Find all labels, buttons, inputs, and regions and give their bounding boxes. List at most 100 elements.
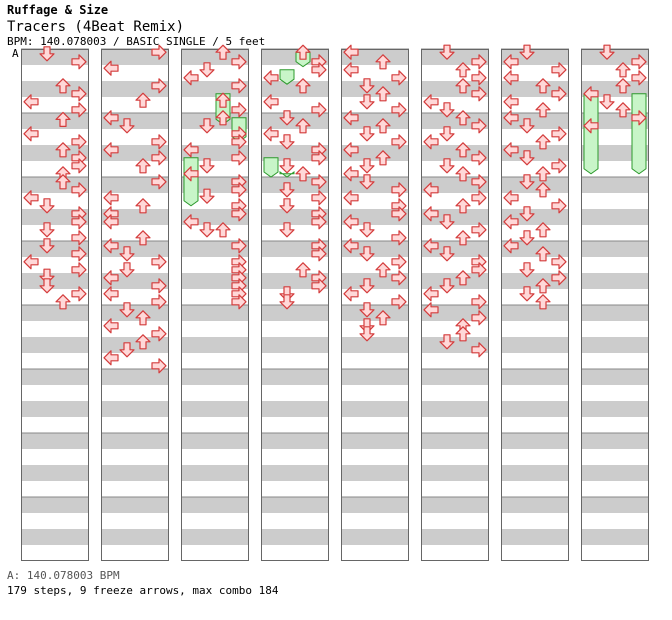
down-arrow-icon bbox=[279, 158, 295, 174]
beat-band bbox=[581, 273, 649, 289]
down-arrow-icon bbox=[519, 286, 535, 302]
left-arrow-icon bbox=[103, 318, 119, 334]
down-arrow-icon bbox=[39, 278, 55, 294]
down-arrow-icon bbox=[359, 78, 375, 94]
up-arrow-icon bbox=[455, 230, 471, 246]
up-arrow-icon bbox=[55, 78, 71, 94]
up-arrow-icon bbox=[135, 310, 151, 326]
right-arrow-icon bbox=[151, 174, 167, 190]
left-arrow-icon bbox=[343, 238, 359, 254]
beat-band bbox=[181, 529, 249, 545]
beat-band bbox=[101, 497, 169, 513]
up-arrow-icon bbox=[295, 44, 311, 60]
left-arrow-icon bbox=[183, 214, 199, 230]
up-arrow-icon bbox=[535, 222, 551, 238]
right-arrow-icon bbox=[151, 278, 167, 294]
column-border bbox=[421, 49, 489, 561]
left-arrow-icon bbox=[423, 206, 439, 222]
chart-column-6 bbox=[421, 44, 489, 561]
beat-band bbox=[581, 369, 649, 385]
beat-band bbox=[421, 529, 489, 545]
beat-band bbox=[501, 305, 569, 321]
down-arrow-icon bbox=[519, 230, 535, 246]
right-arrow-icon bbox=[71, 262, 87, 278]
up-arrow-icon bbox=[215, 222, 231, 238]
right-arrow-icon bbox=[471, 294, 487, 310]
down-arrow-icon bbox=[279, 222, 295, 238]
beat-band bbox=[21, 273, 89, 289]
left-arrow-icon bbox=[263, 70, 279, 86]
down-arrow-icon bbox=[39, 198, 55, 214]
right-arrow-icon bbox=[231, 102, 247, 118]
down-arrow-icon bbox=[39, 46, 55, 62]
column-border bbox=[581, 49, 649, 561]
right-arrow-icon bbox=[71, 182, 87, 198]
freeze-arrow bbox=[279, 171, 295, 178]
down-arrow-icon bbox=[439, 334, 455, 350]
left-arrow-icon bbox=[503, 94, 519, 110]
beat-band bbox=[581, 177, 649, 193]
right-arrow-icon bbox=[471, 342, 487, 358]
beat-band bbox=[501, 433, 569, 449]
left-arrow-icon bbox=[503, 190, 519, 206]
down-arrow-icon bbox=[199, 118, 215, 134]
beat-band bbox=[261, 401, 329, 417]
right-arrow-icon bbox=[471, 190, 487, 206]
left-arrow-icon bbox=[23, 126, 39, 142]
beat-band bbox=[501, 529, 569, 545]
down-arrow-icon bbox=[439, 126, 455, 142]
beat-band bbox=[581, 337, 649, 353]
artist-name: Ruffage & Size bbox=[7, 3, 109, 17]
right-arrow-icon bbox=[471, 70, 487, 86]
right-arrow-icon bbox=[391, 70, 407, 86]
up-arrow-icon bbox=[455, 326, 471, 342]
down-arrow-icon bbox=[599, 44, 615, 60]
right-arrow-icon bbox=[631, 54, 647, 70]
left-arrow-icon bbox=[343, 286, 359, 302]
up-arrow-icon bbox=[55, 142, 71, 158]
down-arrow-icon bbox=[519, 44, 535, 60]
right-arrow-icon bbox=[551, 86, 567, 102]
left-arrow-icon bbox=[343, 44, 359, 60]
down-arrow-icon bbox=[519, 262, 535, 278]
right-arrow-icon bbox=[551, 158, 567, 174]
left-arrow-icon bbox=[103, 190, 119, 206]
beat-band bbox=[421, 273, 489, 289]
right-arrow-icon bbox=[551, 198, 567, 214]
left-arrow-icon bbox=[423, 286, 439, 302]
right-arrow-icon bbox=[311, 190, 327, 206]
right-arrow-icon bbox=[71, 246, 87, 262]
down-arrow-icon bbox=[119, 246, 135, 262]
beat-band bbox=[581, 305, 649, 321]
right-arrow-icon bbox=[151, 358, 167, 374]
up-arrow-icon bbox=[455, 110, 471, 126]
up-arrow-icon bbox=[295, 118, 311, 134]
bpm-marker: A bbox=[12, 47, 19, 60]
right-arrow-icon bbox=[311, 214, 327, 230]
up-arrow-icon bbox=[535, 166, 551, 182]
down-arrow-icon bbox=[119, 118, 135, 134]
right-arrow-icon bbox=[231, 150, 247, 166]
down-arrow-icon bbox=[199, 158, 215, 174]
left-arrow-icon bbox=[503, 238, 519, 254]
left-arrow-icon bbox=[343, 166, 359, 182]
up-arrow-icon bbox=[135, 334, 151, 350]
up-arrow-icon bbox=[375, 118, 391, 134]
beat-band bbox=[181, 305, 249, 321]
down-arrow-icon bbox=[359, 174, 375, 190]
beat-band bbox=[341, 433, 409, 449]
right-arrow-icon bbox=[71, 214, 87, 230]
bpm-note: A: 140.078003 BPM bbox=[7, 569, 120, 582]
down-arrow-icon bbox=[439, 214, 455, 230]
up-arrow-icon bbox=[135, 92, 151, 108]
chart-column-1 bbox=[21, 46, 89, 561]
beat-band bbox=[501, 177, 569, 193]
up-arrow-icon bbox=[535, 246, 551, 262]
down-arrow-icon bbox=[439, 44, 455, 60]
beat-band bbox=[261, 337, 329, 353]
down-arrow-icon bbox=[359, 278, 375, 294]
left-arrow-icon bbox=[103, 270, 119, 286]
beat-band bbox=[341, 305, 409, 321]
right-arrow-icon bbox=[551, 270, 567, 286]
